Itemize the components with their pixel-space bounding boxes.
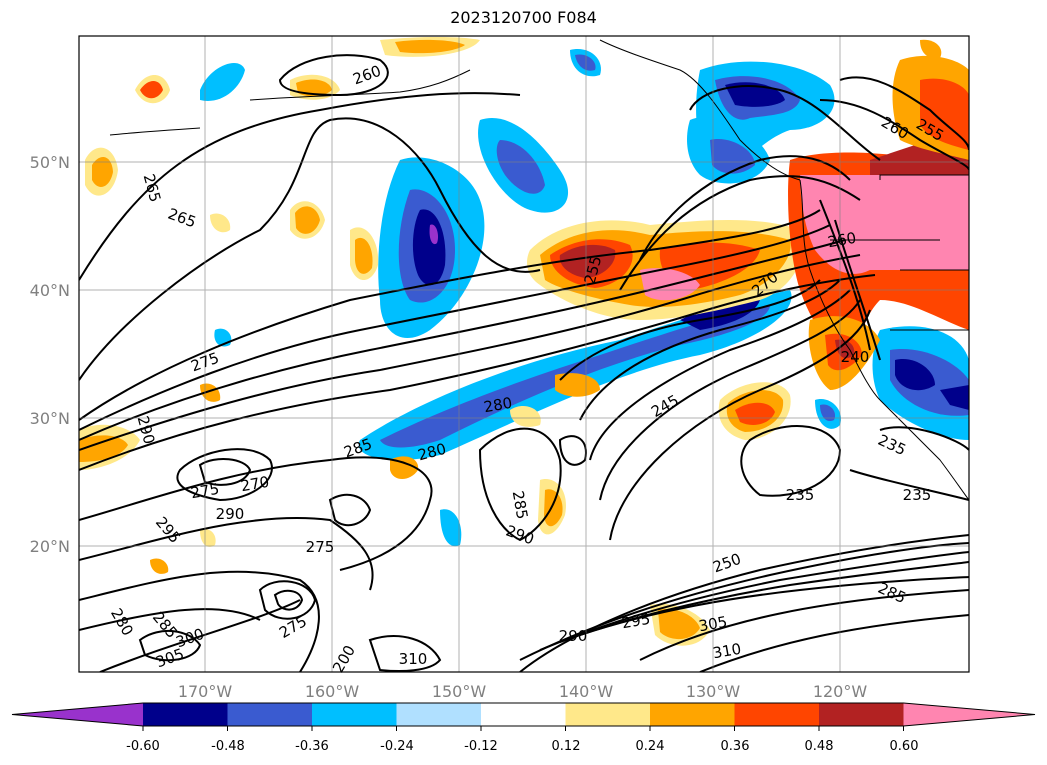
lat-label-40n: 40°N bbox=[30, 281, 70, 300]
lon-label-160w: 160°W bbox=[305, 682, 360, 701]
contour-label: 310 bbox=[399, 650, 428, 668]
colorbar bbox=[11, 702, 1036, 731]
colorbar-segment bbox=[312, 703, 397, 726]
coastlines bbox=[109, 39, 969, 501]
colorbar-segment bbox=[481, 703, 566, 726]
lat-label-30n: 30°N bbox=[30, 409, 70, 428]
colorbar-label: 0.24 bbox=[636, 739, 665, 754]
colorbar-label: -0.60 bbox=[126, 739, 160, 754]
contour-label: 290 bbox=[216, 505, 245, 523]
colorbar-extend-high bbox=[903, 703, 1035, 726]
grid bbox=[79, 36, 969, 672]
contour-label: 260 bbox=[826, 229, 857, 252]
colorbar-label-group: -0.60 -0.48 -0.36 -0.24 -0.12 0.12 0.24 … bbox=[126, 739, 918, 754]
colorbar-label: -0.12 bbox=[464, 739, 498, 754]
contour-label: 285 bbox=[509, 489, 532, 520]
colorbar-label: -0.24 bbox=[380, 739, 414, 754]
contour-label: 295 bbox=[620, 610, 651, 633]
contour-label: 305 bbox=[697, 613, 728, 636]
colorbar-segment bbox=[396, 703, 482, 726]
lon-label-120w: 120°W bbox=[813, 682, 868, 701]
lat-label-50n: 50°N bbox=[30, 153, 70, 172]
contour-label: 235 bbox=[903, 486, 932, 504]
colorbar-label: 0.36 bbox=[721, 739, 750, 754]
colorbar-label: 0.48 bbox=[805, 739, 834, 754]
colorbar-segment bbox=[650, 703, 735, 726]
map-frame bbox=[78, 35, 970, 673]
lat-label-20n: 20°N bbox=[30, 537, 70, 556]
contour-label: 275 bbox=[189, 480, 220, 503]
contour-label: 280 bbox=[482, 394, 513, 417]
contour-label: 310 bbox=[711, 640, 742, 663]
lon-label-170w: 170°W bbox=[178, 682, 233, 701]
lon-label-130w: 130°W bbox=[686, 682, 741, 701]
colorbar-extend-low bbox=[12, 703, 143, 726]
contour-label: 275 bbox=[306, 538, 335, 556]
lon-label-150w: 150°W bbox=[432, 682, 487, 701]
colorbar-label: 0.60 bbox=[890, 739, 919, 754]
colorbar-segment bbox=[565, 703, 651, 726]
contour-label: 235 bbox=[786, 486, 815, 504]
colorbar-label: 0.12 bbox=[552, 739, 581, 754]
contour-label: 290 bbox=[559, 627, 588, 645]
colorbar-label: -0.48 bbox=[211, 739, 245, 754]
colorbar-segment bbox=[143, 703, 228, 726]
colorbar-label: -0.36 bbox=[295, 739, 329, 754]
contour-label: 270 bbox=[239, 473, 270, 496]
lon-label-140w: 140°W bbox=[559, 682, 614, 701]
contour-label: 240 bbox=[841, 348, 870, 366]
colorbar-segment bbox=[734, 703, 820, 726]
colorbar-segment bbox=[819, 703, 904, 726]
map-title: 2023120700 F084 bbox=[450, 8, 597, 27]
colorbar-segment bbox=[227, 703, 313, 726]
